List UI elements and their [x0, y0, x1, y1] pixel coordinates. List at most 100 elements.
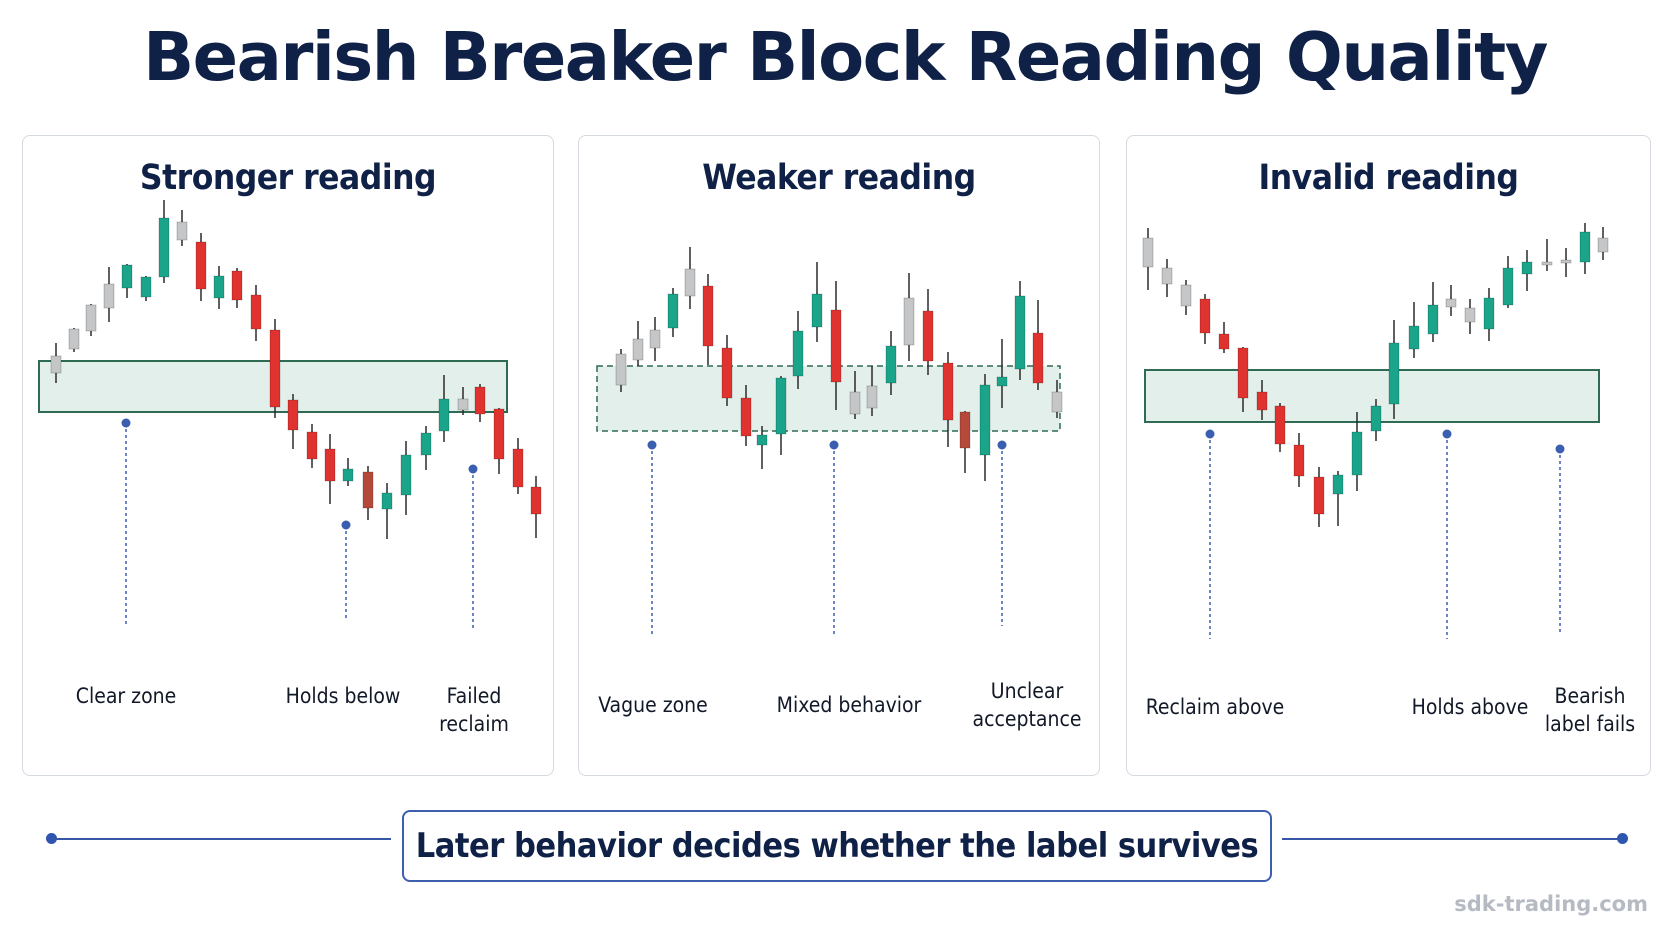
candle-body	[1313, 476, 1325, 515]
candle-body	[702, 285, 714, 347]
candle-body	[811, 293, 823, 328]
candle-body	[306, 431, 318, 460]
footer-left-line	[51, 838, 391, 840]
candle-body	[1427, 304, 1439, 335]
candle-body	[632, 338, 644, 361]
candle-body	[775, 377, 787, 435]
candle-body	[474, 386, 486, 415]
candle-body	[1293, 444, 1305, 477]
caption-mixed-behavior: Mixed behavior	[776, 693, 922, 717]
candlestick-chart	[1142, 223, 1609, 639]
leader-dot-icon	[121, 418, 131, 428]
caption-reclaim-above: Reclaim above	[1145, 695, 1285, 719]
candle-body	[756, 434, 768, 446]
candle-body	[849, 391, 861, 415]
candle-body	[1541, 261, 1553, 266]
candle-body	[1218, 333, 1230, 350]
candle-body	[1408, 325, 1420, 350]
caption-unclear-acceptance: Unclear acceptance	[972, 679, 1082, 731]
leader-dot-icon	[468, 464, 478, 474]
candle-body	[158, 217, 170, 278]
candle-body	[1274, 405, 1286, 445]
candle-body	[1199, 298, 1211, 334]
candle-body	[420, 432, 432, 456]
candle-body	[1521, 261, 1533, 275]
candle-body	[740, 397, 752, 437]
candle-body	[615, 353, 627, 386]
candle-body	[1237, 347, 1249, 399]
candle-body	[942, 362, 954, 421]
candlestick-chart	[38, 200, 542, 630]
candle-body	[1032, 332, 1044, 384]
leader-dot-icon	[997, 440, 1007, 450]
panel-title: Stronger reading	[139, 158, 437, 198]
candle-body	[903, 297, 915, 346]
panel-title: Weaker reading	[702, 158, 976, 198]
panel-invalid-reading: Invalid reading Reclaim above Holds abov…	[1126, 135, 1651, 776]
candle-body	[438, 398, 450, 432]
watermark: sdk-trading.com	[1454, 892, 1648, 916]
candle-body	[830, 309, 842, 383]
caption-bearish-label-fails: Bearish label fails	[1544, 684, 1636, 736]
candle-body	[996, 376, 1008, 387]
candle-body	[667, 293, 679, 329]
leader-dot-icon	[647, 440, 657, 450]
candle-body	[1256, 391, 1268, 411]
candle-body	[1464, 307, 1476, 323]
panel-stronger-reading: Stronger reading Clear zone Holds below …	[22, 135, 554, 776]
panel-title: Invalid reading	[1258, 158, 1519, 198]
candle-body	[85, 304, 97, 332]
candle-body	[457, 398, 469, 411]
candle-body	[140, 276, 152, 298]
candle-body	[1014, 295, 1026, 370]
caption-holds-below: Holds below	[285, 684, 401, 708]
footer-message: Later behavior decides whether the label…	[402, 810, 1272, 882]
candle-body	[866, 385, 878, 409]
leader-dot-icon	[1205, 429, 1215, 439]
leader-dot-icon	[1442, 429, 1452, 439]
candle-body	[1388, 342, 1400, 405]
candle-body	[381, 492, 393, 510]
candle-body	[103, 283, 115, 309]
candle-body	[649, 329, 661, 349]
candle-body	[959, 411, 971, 449]
candle-body	[684, 268, 696, 297]
candle-body	[342, 468, 354, 482]
candle-body	[195, 241, 207, 290]
candle-body	[68, 328, 80, 350]
candle-body	[121, 264, 133, 289]
candle-body	[1051, 391, 1063, 413]
candle-body	[922, 310, 934, 362]
candle-body	[362, 471, 374, 509]
leader-dot-icon	[341, 520, 351, 530]
candle-body	[792, 330, 804, 377]
candle-body	[176, 221, 188, 241]
leader-dot-icon	[829, 440, 839, 450]
breaker-zone	[596, 365, 1061, 432]
candle-body	[1502, 267, 1514, 306]
candle-body	[287, 399, 299, 431]
panel-weaker-reading: Weaker reading Vague zone Mixed behavior…	[578, 135, 1100, 776]
candle-body	[530, 486, 542, 515]
candle-body	[1180, 284, 1192, 307]
page-title: Bearish Breaker Block Reading Quality	[143, 18, 1548, 96]
candlestick-chart	[596, 247, 1063, 636]
candle-body	[512, 448, 524, 488]
caption-clear-zone: Clear zone	[75, 684, 177, 708]
footer-right-dot	[1617, 833, 1628, 844]
candle-body	[1597, 237, 1609, 253]
candle-body	[885, 345, 897, 384]
candle-body	[1579, 231, 1591, 263]
candle-body	[493, 408, 505, 460]
caption-failed-reclaim: Failed reclaim	[439, 684, 509, 736]
candle-body	[250, 294, 262, 330]
candle-body	[269, 329, 281, 408]
candle-body	[324, 448, 336, 482]
candle-body	[1332, 474, 1344, 495]
candle-body	[1445, 298, 1457, 308]
candle-body	[50, 355, 62, 374]
candle-body	[979, 384, 991, 456]
candle-body	[1483, 297, 1495, 330]
footer-right-line	[1282, 838, 1622, 840]
candle-body	[1560, 259, 1572, 264]
